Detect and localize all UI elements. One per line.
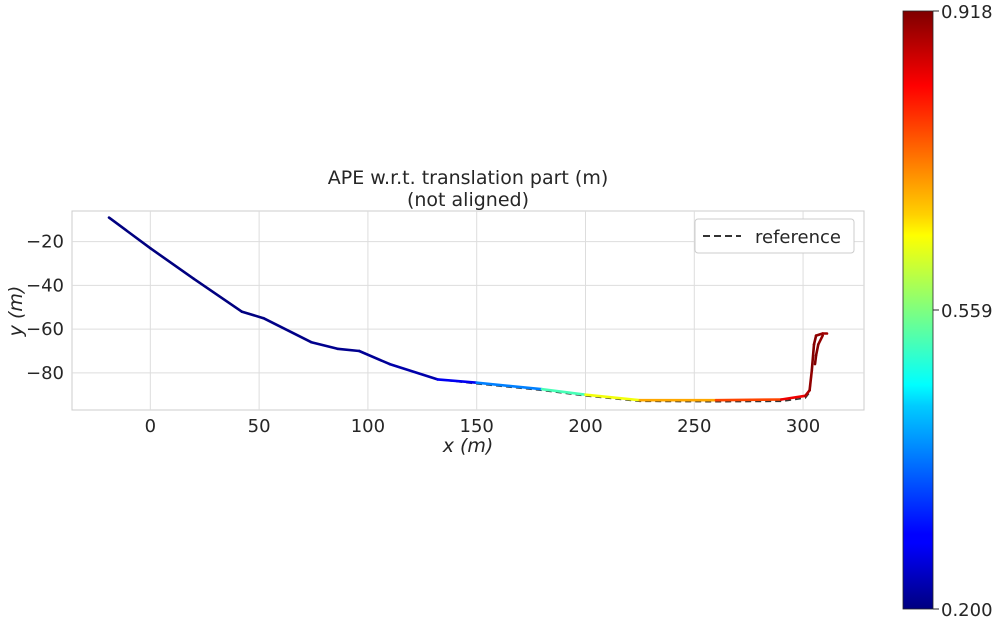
estimate-trajectory-segment (813, 353, 818, 366)
y-tick-label: −80 (26, 363, 64, 384)
estimate-trajectory-segment (475, 381, 544, 391)
estimate-trajectory-segment (540, 387, 587, 397)
estimate-trajectory-segment (388, 362, 439, 381)
estimate-trajectory-segment (714, 398, 783, 402)
estimate-trajectory-segment (240, 310, 265, 320)
y-axis-label: y (m) (5, 286, 27, 338)
colorbar-tick-label: 0.918 (941, 2, 993, 23)
x-tick-label: 100 (351, 416, 385, 437)
x-tick-label: 50 (248, 416, 271, 437)
chart-subtitle: (not aligned) (407, 189, 529, 211)
x-tick-label: 150 (460, 416, 494, 437)
y-tick-labels: −20 −40 −60 −80 (26, 232, 64, 384)
estimate-trajectory-segment (107, 216, 152, 250)
estimate-trajectory-segment (808, 369, 814, 392)
estimate-trajectory-segment (779, 394, 807, 401)
estimate-trajectory-segment (584, 393, 642, 402)
estimate-trajectory-segment (357, 349, 392, 366)
legend-box (694, 218, 855, 254)
estimate-trajectory-segment (816, 334, 825, 346)
y-tick-label: −60 (26, 319, 64, 340)
estimate-trajectory-segment (149, 246, 196, 281)
x-tick-label: 300 (786, 416, 820, 437)
estimate-trajectory-segment (436, 378, 479, 385)
estimate-trajectory-segment (810, 343, 816, 372)
estimate-trajectory-segment (814, 343, 820, 357)
series-layer (107, 216, 829, 403)
estimate-trajectory-segment (262, 316, 313, 344)
x-tick-label: 200 (568, 416, 602, 437)
x-tick-labels: 0 50 100 150 200 250 300 (145, 416, 821, 437)
y-tick-label: −20 (26, 232, 64, 253)
estimate-trajectory-segment (192, 277, 243, 313)
estimate-trajectory-segment (309, 340, 339, 351)
colorbar-gradient (902, 10, 934, 610)
x-tick-label: 0 (145, 416, 156, 437)
x-tick-label: 250 (677, 416, 711, 437)
colorbar-tick-label: 0.200 (941, 600, 993, 621)
estimate-trajectory-segment (812, 334, 818, 346)
x-axis-label: x (m) (442, 435, 494, 457)
chart-title: APE w.r.t. translation part (m) (328, 167, 609, 189)
colorbar-ticks: 0.918 0.559 0.200 (933, 2, 993, 621)
y-tick-label: −40 (26, 275, 64, 296)
legend-label-reference: reference (755, 227, 841, 248)
legend: reference (694, 218, 855, 254)
colorbar-tick-label: 0.559 (941, 301, 993, 322)
colorbar: 0.918 0.559 0.200 (902, 2, 993, 621)
estimate-trajectory-segment (336, 347, 361, 353)
